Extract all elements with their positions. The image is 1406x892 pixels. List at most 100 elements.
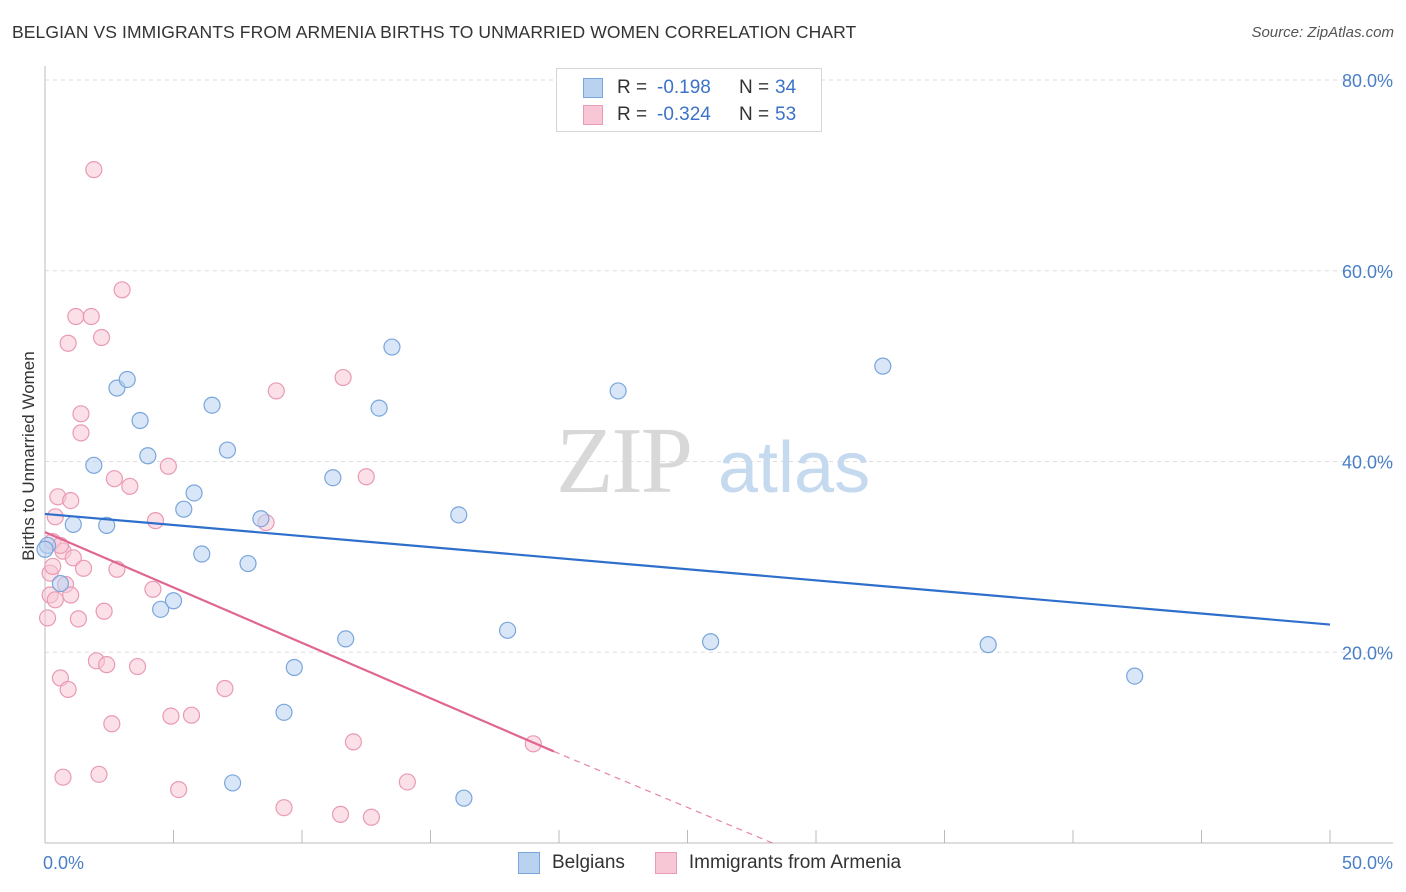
armenia-point: [82, 307, 100, 326]
armenia-point: [162, 707, 180, 725]
armenia-point: [74, 559, 93, 577]
grid-lines: [45, 79, 1393, 653]
belgians-point: [275, 703, 293, 721]
legend-r-value: -0.198: [657, 77, 711, 98]
belgians-point: [239, 554, 257, 573]
armenia-point: [62, 492, 80, 510]
belgians-point: [203, 396, 221, 414]
armenia-point: [38, 609, 57, 627]
belgians-point: [36, 540, 54, 558]
y-tick-label: 60.0%: [1342, 262, 1393, 282]
armenia-point: [105, 470, 123, 488]
y-axis-title: Births to Unmarried Women: [19, 351, 38, 560]
armenia-point: [267, 382, 285, 400]
legend-swatch-armenia: [654, 852, 677, 874]
axis-labels: 20.0% 40.0% 60.0% 80.0% 0.0% 50.0% Births to U…: [19, 71, 1393, 873]
trend-lines: [44, 512, 1331, 844]
armenia-point: [64, 549, 82, 567]
belgians-point: [702, 633, 720, 651]
armenia-point: [357, 468, 375, 486]
armenia-point: [170, 780, 188, 799]
armenia-point: [44, 557, 62, 576]
armenia-point: [182, 706, 201, 724]
armenia-trend-line: [44, 531, 555, 753]
belgians-point: [874, 357, 892, 375]
belgians-point: [185, 484, 203, 502]
armenia-point: [344, 733, 362, 751]
belgians-point: [450, 506, 468, 524]
armenia-point: [59, 334, 77, 352]
armenia-trend-extension: [553, 750, 773, 844]
legend-r-label: R =: [617, 77, 648, 98]
belgians-trend-line: [44, 512, 1331, 626]
armenia-point: [159, 457, 177, 475]
legend-n-label: N =: [739, 77, 770, 98]
belgians-point: [98, 516, 116, 535]
legend-n-value: 34: [775, 77, 797, 98]
armenia-point: [275, 799, 293, 817]
x-tick-label-max: 50.0%: [1342, 853, 1393, 873]
watermark: ZIP atlas: [556, 409, 870, 513]
armenia-point: [90, 765, 108, 783]
series-belgians-points: [36, 338, 1144, 807]
belgians-point: [252, 510, 270, 528]
axes: [44, 66, 1393, 844]
legend-r-label: R =: [617, 104, 648, 125]
belgians-point: [131, 411, 149, 430]
chart-source: Source: ZipAtlas.com: [1251, 24, 1394, 41]
watermark-zip: ZIP: [556, 409, 691, 513]
belgians-point: [152, 600, 170, 618]
armenia-point: [98, 656, 116, 674]
armenia-point: [72, 405, 90, 423]
belgians-point: [51, 574, 70, 593]
belgians-point: [64, 515, 82, 534]
correlation-legend: R = -0.198 N = 34 R = -0.324 N = 53: [556, 68, 822, 132]
armenia-point: [398, 773, 416, 791]
belgians-point: [337, 630, 355, 648]
armenia-point: [95, 602, 113, 620]
belgians-point: [139, 447, 157, 465]
armenia-point: [128, 657, 147, 676]
belgians-point: [175, 500, 193, 518]
y-tick-label: 80.0%: [1342, 71, 1393, 91]
series-legend: Belgians Immigrants from Armenia: [518, 852, 931, 874]
chart-title: BELGIAN VS IMMIGRANTS FROM ARMENIA BIRTH…: [12, 22, 857, 42]
belgians-point: [85, 456, 103, 474]
legend-n-value: 53: [775, 104, 797, 125]
armenia-point: [216, 679, 234, 698]
legend-item-belgians[interactable]: Belgians: [518, 852, 625, 874]
y-tick-label: 20.0%: [1342, 643, 1393, 663]
belgians-point: [499, 621, 517, 639]
belgians-point: [193, 545, 211, 563]
armenia-point: [62, 586, 80, 604]
armenia-point: [54, 768, 72, 786]
belgians-point: [383, 338, 401, 356]
armenia-point: [67, 307, 85, 326]
armenia-point: [103, 715, 121, 733]
armenia-point: [59, 680, 77, 699]
legend-swatch-belgians: [518, 852, 540, 874]
armenia-point: [72, 424, 90, 442]
armenia-point: [146, 512, 165, 530]
belgians-point: [609, 382, 627, 400]
armenia-point: [362, 808, 380, 826]
belgians-point: [218, 441, 237, 459]
armenia-point: [121, 477, 139, 495]
legend-row-belgians: R = -0.198 N = 34: [583, 76, 796, 100]
belgians-point: [224, 774, 242, 792]
armenia-point: [46, 591, 64, 609]
belgians-point: [118, 370, 136, 389]
y-tick-label: 40.0%: [1342, 453, 1393, 473]
armenia-point: [46, 508, 64, 526]
legend-row-armenia: R = -0.324 N = 53: [583, 103, 796, 127]
legend-n-label: N =: [739, 104, 770, 125]
armenia-point: [113, 281, 131, 299]
armenia-point: [331, 805, 350, 823]
watermark-atlas: atlas: [718, 428, 870, 508]
armenia-point: [69, 610, 88, 628]
belgians-point: [979, 636, 997, 654]
legend-r-value: -0.324: [657, 104, 711, 125]
legend-item-armenia[interactable]: Immigrants from Armenia: [654, 852, 901, 874]
armenia-point: [85, 161, 103, 179]
